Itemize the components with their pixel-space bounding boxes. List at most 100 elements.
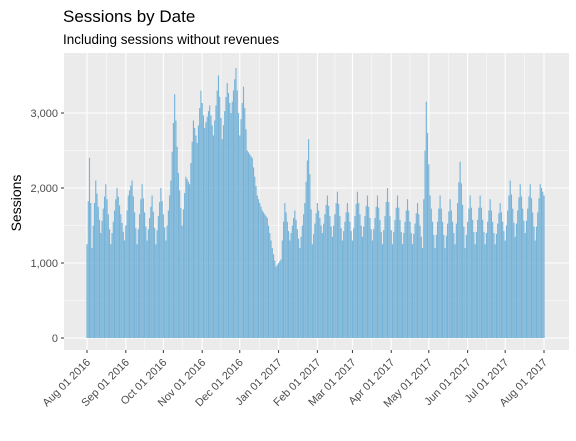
sessions-bar [336, 191, 338, 338]
sessions-bar [351, 240, 353, 338]
sessions-bar [260, 206, 262, 338]
sessions-bar [246, 150, 248, 338]
sessions-bar [344, 221, 346, 338]
sessions-bar [214, 120, 216, 338]
sessions-bar [102, 208, 104, 339]
sessions-bar [384, 216, 386, 339]
sessions-bar [224, 111, 226, 339]
sessions-bar [349, 221, 351, 338]
sessions-bar [459, 161, 461, 338]
sessions-bar [145, 226, 147, 338]
sessions-bar [116, 188, 118, 338]
sessions-bar [396, 195, 399, 338]
sessions-bar [499, 203, 501, 338]
sessions-bar [525, 220, 528, 338]
sessions-bar [399, 219, 401, 339]
sessions-bar [355, 203, 357, 338]
sessions-bar [452, 221, 454, 338]
sessions-bar [413, 233, 415, 338]
sessions-bar [353, 228, 355, 338]
sessions-bar [87, 201, 89, 339]
sessions-bar [194, 128, 196, 338]
sessions-bar [167, 210, 169, 338]
sessions-bar [432, 221, 434, 338]
sessions-bar [464, 248, 466, 338]
sessions-bar [118, 205, 121, 338]
sessions-bar [101, 220, 103, 338]
sessions-bar [386, 188, 389, 338]
sessions-bar [139, 214, 141, 338]
sessions-bar [211, 125, 213, 338]
sessions-bar [265, 216, 267, 339]
sessions-bar [309, 174, 311, 338]
sessions-bar [527, 208, 529, 339]
sessions-bar [276, 264, 278, 339]
sessions-bar [284, 203, 286, 338]
sessions-bar [197, 125, 199, 338]
sessions-bar [165, 240, 167, 338]
sessions-bar [379, 219, 381, 339]
sessions-bar [96, 193, 98, 339]
sessions-bar [88, 158, 91, 338]
sessions-bar [440, 208, 442, 339]
sessions-bar [181, 225, 183, 338]
sessions-bar [251, 158, 253, 338]
sessions-bar [272, 254, 275, 338]
sessions-bar [196, 143, 198, 338]
sessions-bar [381, 244, 384, 338]
sessions-bar [174, 94, 176, 338]
sessions-bar [215, 105, 217, 338]
sessions-bar [200, 90, 202, 338]
y-tick-label: 0 [52, 333, 58, 345]
sessions-bar [329, 216, 331, 339]
sessions-bar [288, 231, 290, 339]
sessions-bar [315, 213, 317, 338]
sessions-bar [339, 216, 341, 339]
sessions-bar [177, 173, 179, 338]
sessions-bar [91, 248, 93, 338]
sessions-bar [376, 195, 379, 338]
sessions-bar [184, 193, 186, 338]
sessions-bar [135, 228, 137, 338]
sessions-bar [111, 233, 113, 338]
sessions-bar [130, 185, 132, 338]
sessions-bar [155, 244, 157, 338]
sessions-bar [533, 226, 535, 338]
sessions-bar [524, 233, 526, 338]
bars [86, 68, 545, 339]
sessions-bar [86, 244, 88, 338]
sessions-bar [502, 221, 504, 338]
sessions-bar [455, 223, 457, 339]
sessions-bar [418, 214, 420, 338]
sessions-bar [543, 195, 545, 338]
sessions-bar [401, 244, 404, 338]
sessions-bar [325, 204, 327, 339]
sessions-bar [330, 226, 332, 338]
sessions-bar [409, 221, 411, 338]
sessions-bar [404, 221, 406, 338]
sessions-bar [529, 184, 531, 338]
sessions-bar [434, 248, 436, 338]
sessions-bar [354, 216, 356, 339]
sessions-bar [234, 79, 236, 338]
sessions-bar [453, 233, 455, 338]
sessions-bar [306, 160, 308, 338]
sessions-bar [294, 210, 296, 338]
sessions-bar [304, 203, 306, 338]
sessions-bar [517, 210, 519, 338]
y-tick-label: 2,000 [30, 183, 58, 195]
sessions-bar [462, 204, 464, 339]
sessions-bar [375, 206, 377, 338]
sessions-bar [255, 186, 257, 339]
sessions-bar [154, 228, 156, 338]
sessions-bar [389, 216, 391, 339]
sessions-bar [281, 240, 283, 338]
sessions-bar [107, 214, 109, 338]
sessions-bar [538, 198, 540, 338]
sessions-bar [187, 181, 189, 338]
sessions-bar [343, 231, 345, 339]
sessions-bar [444, 248, 446, 338]
sessions-bar [442, 221, 444, 338]
sessions-bar [310, 209, 312, 338]
sessions-bar [428, 164, 430, 338]
